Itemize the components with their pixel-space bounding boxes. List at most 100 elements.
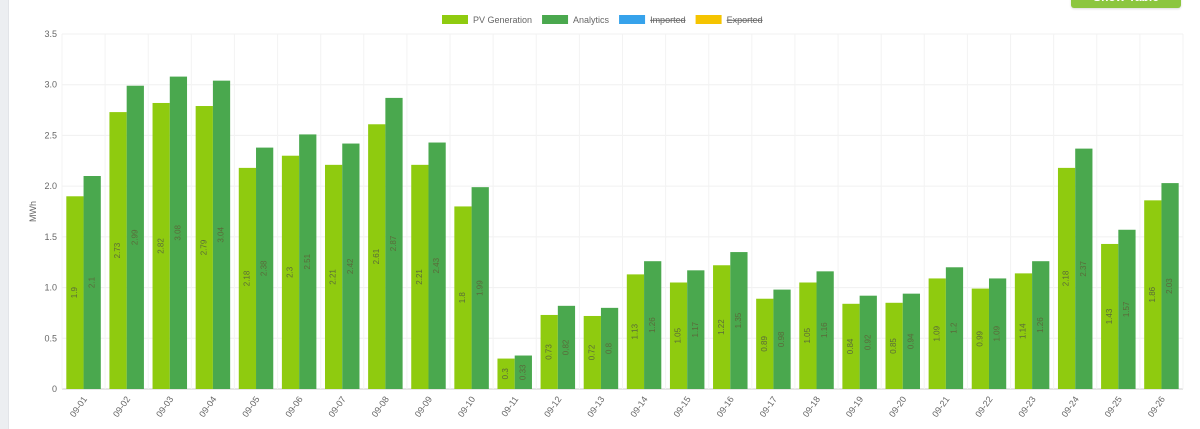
bar-analytics[interactable] (644, 261, 662, 389)
bar-analytics[interactable] (428, 142, 446, 389)
bar-analytics[interactable] (471, 187, 489, 389)
bar-pv-generation[interactable] (626, 274, 645, 389)
bar-analytics[interactable] (687, 270, 705, 389)
legend-item-analytics[interactable]: Analytics (573, 15, 610, 25)
bar-analytics[interactable] (256, 147, 274, 389)
legend-swatch[interactable] (442, 15, 468, 24)
bar-analytics[interactable] (1118, 229, 1136, 389)
data-label: 0.85 (889, 338, 898, 354)
x-tick-label: 09-15 (671, 394, 692, 419)
data-label: 1.05 (803, 327, 812, 343)
bar-pv-generation[interactable] (195, 106, 213, 389)
bar-pv-generation[interactable] (368, 124, 386, 390)
bar-analytics[interactable] (385, 97, 403, 390)
data-label: 2.99 (130, 229, 139, 245)
data-label: 2.37 (1079, 260, 1088, 276)
bar-analytics[interactable] (902, 293, 920, 389)
left-panel-border (0, 0, 9, 429)
bar-analytics[interactable] (988, 278, 1007, 389)
x-tick-label: 09-12 (542, 394, 563, 419)
legend-item-exported[interactable]: Exported (727, 15, 763, 25)
data-label: 2.3 (286, 266, 295, 278)
bar-analytics[interactable] (126, 85, 144, 389)
data-label: 0.92 (863, 334, 872, 350)
legend-swatch[interactable] (619, 15, 646, 24)
bar-pv-generation[interactable] (281, 155, 300, 389)
x-tick-label: 09-10 (456, 394, 477, 419)
bar-pv-generation[interactable] (583, 315, 601, 389)
bar-analytics[interactable] (342, 143, 360, 389)
x-tick-label: 09-02 (111, 394, 132, 419)
bar-pv-generation[interactable] (756, 298, 774, 389)
bar-pv-generation[interactable] (842, 303, 860, 389)
data-label: 1.09 (932, 325, 941, 341)
y-tick-label: 3.0 (44, 80, 57, 90)
data-label: 1.8 (458, 292, 467, 304)
data-label: 1.2 (950, 322, 959, 334)
bar-pv-generation[interactable] (454, 206, 472, 389)
x-tick-label: 09-07 (326, 394, 347, 419)
bar-analytics[interactable] (1032, 261, 1050, 389)
y-tick-label: 2.5 (44, 130, 57, 140)
bar-analytics[interactable] (169, 76, 188, 389)
data-label: 2.61 (372, 248, 381, 264)
bar-pv-generation[interactable] (109, 112, 127, 389)
bar-analytics[interactable] (730, 252, 748, 389)
x-tick-label: 09-23 (1016, 394, 1037, 419)
bar-pv-generation[interactable] (1101, 243, 1119, 389)
data-label: 1.22 (717, 319, 726, 335)
x-tick-label: 09-24 (1059, 394, 1080, 419)
bar-pv-generation[interactable] (238, 167, 257, 389)
legend-item-pv-generation[interactable]: PV Generation (473, 15, 532, 25)
bar-pv-generation[interactable] (1144, 200, 1162, 389)
data-label: 1.9 (70, 287, 79, 299)
x-tick-label: 09-09 (413, 394, 434, 419)
bar-pv-generation[interactable] (1014, 273, 1033, 389)
y-axis-label: MWh (28, 201, 38, 222)
bar-analytics[interactable] (1161, 183, 1179, 389)
bar-pv-generation[interactable] (325, 164, 343, 389)
legend-swatch[interactable] (695, 15, 722, 24)
bar-pv-generation[interactable] (1057, 167, 1076, 389)
data-label: 0.8 (605, 342, 614, 354)
bar-analytics[interactable] (773, 289, 791, 389)
data-label: 1.16 (820, 322, 829, 338)
bar-pv-generation[interactable] (713, 265, 731, 389)
x-tick-label: 09-26 (1146, 394, 1167, 419)
bar-pv-generation[interactable] (540, 314, 558, 389)
show-table-button[interactable]: Show Table (1071, 0, 1181, 8)
data-label: 1.26 (648, 317, 657, 333)
bar-pv-generation[interactable] (971, 288, 989, 389)
bar-analytics[interactable] (945, 267, 964, 389)
bar-analytics[interactable] (600, 307, 619, 389)
bar-analytics[interactable] (816, 271, 834, 389)
bar-analytics[interactable] (557, 305, 576, 389)
data-label: 2.79 (199, 239, 208, 255)
y-tick-label: 1.5 (44, 232, 57, 242)
legend-swatch[interactable] (542, 15, 569, 24)
data-label: 1.35 (734, 312, 743, 328)
bar-pv-generation[interactable] (799, 282, 817, 390)
bar-pv-generation[interactable] (928, 278, 946, 389)
bar-analytics[interactable] (212, 80, 231, 390)
bar-pv-generation[interactable] (411, 164, 429, 389)
data-label: 0.82 (562, 339, 571, 355)
bar-analytics[interactable] (1075, 148, 1093, 389)
bar-pv-generation[interactable] (152, 102, 170, 389)
data-label: 2.87 (389, 235, 398, 251)
bar-analytics[interactable] (514, 355, 532, 389)
x-tick-label: 09-11 (499, 394, 520, 418)
bar-analytics[interactable] (859, 295, 877, 389)
bar-analytics[interactable] (83, 176, 101, 389)
data-label: 0.99 (975, 330, 984, 346)
bar-pv-generation[interactable] (885, 302, 903, 389)
data-label: 1.09 (993, 325, 1002, 341)
bar-pv-generation[interactable] (66, 196, 84, 389)
x-tick-label: 09-03 (154, 394, 175, 419)
bar-analytics[interactable] (299, 134, 317, 389)
legend-item-imported[interactable]: Imported (650, 15, 686, 25)
bar-pv-generation[interactable] (669, 282, 688, 390)
data-label: 1.86 (1148, 286, 1157, 302)
x-tick-label: 09-14 (628, 394, 649, 419)
bar-pv-generation[interactable] (497, 358, 515, 389)
